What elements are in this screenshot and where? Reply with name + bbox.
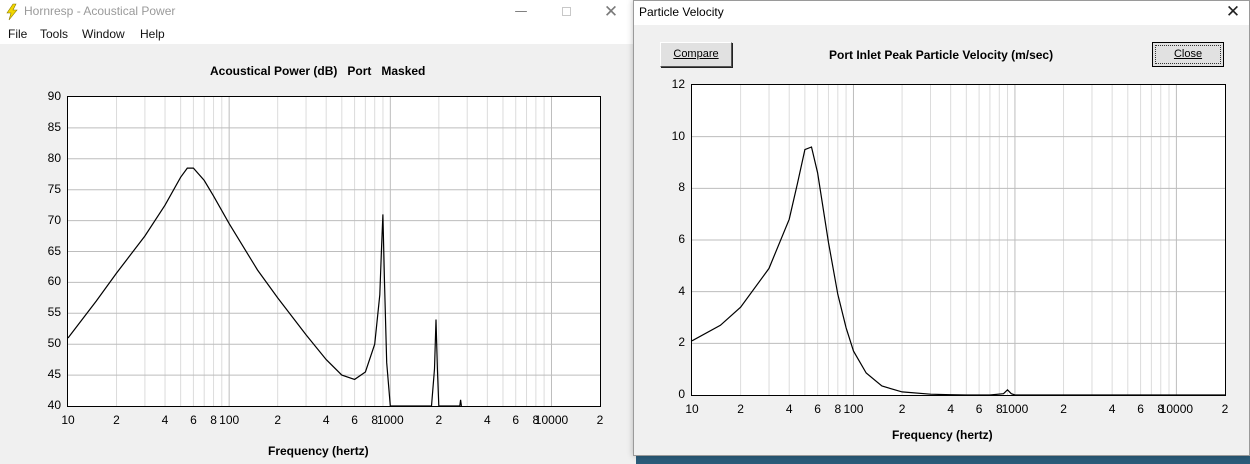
x-tick-label: 6 bbox=[190, 413, 197, 427]
window-title: Particle Velocity bbox=[639, 5, 724, 19]
x-tick-label: 100 bbox=[219, 413, 240, 427]
x-tick-label: 4 bbox=[785, 402, 793, 416]
y-tick-label: 50 bbox=[47, 336, 61, 351]
x-axis-label: Frequency (hertz) bbox=[268, 444, 369, 458]
title-bar[interactable]: Hornresp - Acoustical Power — ✕ bbox=[0, 0, 636, 24]
x-tick-label: 2 bbox=[737, 402, 744, 416]
menu-window[interactable]: Window bbox=[82, 27, 125, 41]
particle-velocity-window: Particle Velocity ✕ Compare Port Inlet P… bbox=[633, 0, 1250, 456]
y-tick-label: 55 bbox=[47, 305, 61, 320]
y-tick-label: 45 bbox=[47, 367, 61, 382]
x-tick-label: 8 bbox=[532, 413, 540, 427]
x-tick-label: 2 bbox=[596, 413, 604, 427]
menu-bar: File Tools Window Help bbox=[0, 24, 636, 44]
chart-title: Port Inlet Peak Particle Velocity (m/sec… bbox=[829, 48, 1054, 62]
close-icon[interactable]: ✕ bbox=[603, 2, 619, 22]
y-tick-label: 12 bbox=[671, 77, 685, 91]
close-button[interactable]: Close bbox=[1152, 42, 1224, 67]
velocity-plot-area bbox=[691, 84, 1226, 396]
x-tick-label: 2 bbox=[1221, 402, 1229, 416]
x-tick-label: 2 bbox=[1060, 402, 1067, 416]
x-tick-label: 8 bbox=[1157, 402, 1165, 416]
y-tick-label: 0 bbox=[678, 387, 685, 401]
x-axis-label: Frequency (hertz) bbox=[892, 428, 993, 442]
maximize-icon[interactable] bbox=[551, 2, 581, 22]
x-tick-label: 2 bbox=[435, 413, 443, 427]
x-tick-label: 2 bbox=[898, 402, 906, 416]
y-tick-label: 10 bbox=[671, 128, 685, 143]
window-title: Hornresp - Acoustical Power bbox=[24, 4, 176, 18]
y-tick-label: 40 bbox=[47, 398, 61, 412]
compare-button-label: Compare bbox=[673, 48, 719, 60]
x-tick-label: 1000 bbox=[1001, 402, 1029, 416]
x-tick-label: 4 bbox=[322, 413, 330, 427]
power-plot-area bbox=[67, 96, 601, 407]
x-tick-label: 8 bbox=[995, 402, 1003, 416]
x-tick-label: 10 bbox=[685, 402, 699, 416]
x-tick-label: 4 bbox=[1108, 402, 1116, 416]
x-tick-label: 10 bbox=[61, 413, 75, 427]
x-tick-label: 4 bbox=[484, 413, 491, 427]
y-tick-label: 85 bbox=[47, 119, 61, 134]
x-tick-label: 10000 bbox=[1159, 402, 1194, 416]
x-tick-label: 8 bbox=[834, 402, 842, 416]
y-tick-label: 75 bbox=[47, 181, 61, 196]
menu-help[interactable]: Help bbox=[140, 27, 165, 41]
power-chart-svg bbox=[68, 97, 600, 406]
x-tick-label: 100 bbox=[843, 402, 864, 416]
y-tick-label: 70 bbox=[47, 212, 61, 227]
x-tick-label: 6 bbox=[975, 402, 983, 416]
series-line bbox=[68, 167, 462, 406]
x-tick-label: 6 bbox=[1137, 402, 1144, 416]
y-tick-label: 90 bbox=[47, 89, 61, 103]
x-tick-label: 10000 bbox=[534, 413, 569, 427]
title-bar[interactable]: Particle Velocity ✕ bbox=[634, 1, 1249, 25]
x-tick-label: 1000 bbox=[376, 413, 404, 427]
acoustical-power-window: Hornresp - Acoustical Power — ✕ File Too… bbox=[0, 0, 636, 464]
y-tick-label: 6 bbox=[678, 232, 685, 246]
focus-ring bbox=[1155, 45, 1221, 64]
x-tick-label: 8 bbox=[371, 413, 379, 427]
y-tick-label: 2 bbox=[678, 335, 685, 350]
x-tick-label: 6 bbox=[351, 413, 358, 427]
minimize-icon[interactable]: — bbox=[514, 4, 528, 19]
x-tick-label: 2 bbox=[113, 413, 120, 427]
y-tick-label: 8 bbox=[678, 180, 685, 195]
chart-title: Acoustical Power (dB) Port Masked bbox=[210, 64, 426, 78]
x-tick-label: 8 bbox=[210, 413, 217, 427]
x-tick-label: 6 bbox=[814, 402, 821, 416]
compare-button[interactable]: Compare bbox=[660, 42, 732, 67]
menu-tools[interactable]: Tools bbox=[40, 27, 69, 41]
x-tick-label: 6 bbox=[512, 413, 520, 427]
x-tick-label: 4 bbox=[947, 402, 955, 416]
series-line bbox=[692, 146, 1225, 395]
x-tick-label: 2 bbox=[274, 413, 282, 427]
hornresp-icon bbox=[6, 3, 18, 21]
y-tick-label: 4 bbox=[678, 283, 685, 298]
y-tick-label: 65 bbox=[47, 243, 61, 258]
close-button-label: Close bbox=[1173, 48, 1203, 60]
x-tick-label: 4 bbox=[161, 413, 169, 427]
velocity-chart-svg bbox=[692, 85, 1225, 395]
menu-file[interactable]: File bbox=[8, 27, 28, 41]
close-icon[interactable]: ✕ bbox=[1225, 2, 1241, 22]
y-tick-label: 60 bbox=[47, 274, 61, 289]
y-tick-label: 80 bbox=[47, 150, 61, 165]
